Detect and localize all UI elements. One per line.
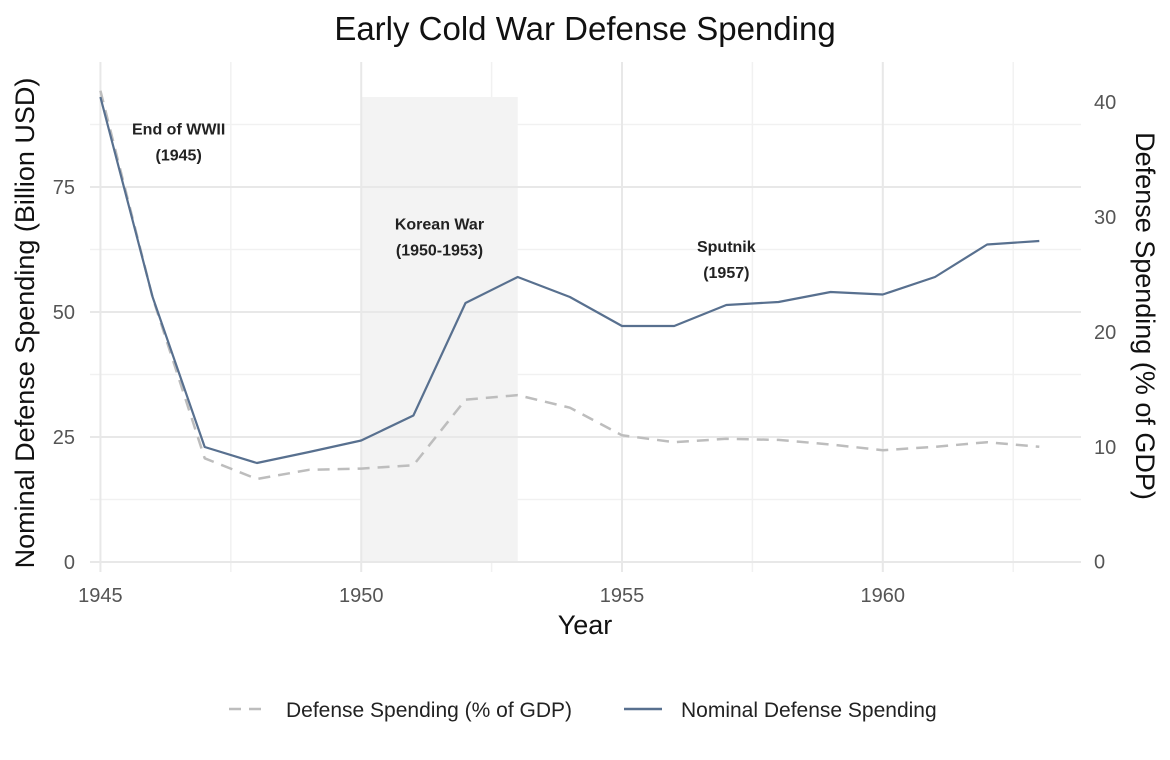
grid-major [90,62,1081,572]
y-left-tick-label: 50 [53,302,75,324]
y-left-tick-label: 75 [53,177,75,199]
annotation-line: Sputnik [697,239,756,256]
legend: Defense Spending (% of GDP) Nominal Defe… [229,699,937,722]
annotation-label: Sputnik (1957) [697,239,756,282]
y-right-tick-label: 0 [1094,552,1105,574]
annotation-line: End of WWII [132,122,225,139]
series-line-gdp-share [99,90,1040,481]
series-layer [99,90,1040,481]
annotation-label: Korean War (1950-1953) [395,217,484,260]
tick-labels: 1945 1950 1955 1960 0 25 50 75 0 10 20 30 40 [53,92,1117,607]
annotation-line: (1957) [703,265,749,282]
y-left-tick-label: 0 [64,552,75,574]
legend-label-nominal: Nominal Defense Spending [681,699,937,722]
x-axis-title: Year [558,610,613,640]
y-axis-right-title: Defense Spending (% of GDP) [1130,132,1160,500]
shaded-regions [361,97,518,562]
y-right-tick-label: 40 [1094,92,1116,114]
annotation-line: (1945) [156,148,202,165]
annotations: End of WWII (1945) Korean War (1950-1953) Sp… [132,122,756,283]
y-right-tick-label: 10 [1094,437,1116,459]
x-tick-label: 1960 [861,585,906,607]
y-right-tick-label: 20 [1094,322,1116,344]
x-tick-label: 1950 [339,585,384,607]
chart-title: Early Cold War Defense Spending [334,10,835,47]
x-tick-label: 1955 [600,585,645,607]
legend-label-gdp-share: Defense Spending (% of GDP) [286,699,572,722]
annotation-line: (1950-1953) [396,243,483,260]
y-right-tick-label: 30 [1094,207,1116,229]
grid-minor [90,62,1081,572]
series-line-nominal [99,96,1040,465]
x-tick-label: 1945 [78,585,123,607]
annotation-line: Korean War [395,217,484,234]
annotation-label: End of WWII (1945) [132,122,225,165]
y-axis-left-title: Nominal Defense Spending (Billion USD) [10,78,40,569]
shaded-region-korean-war [361,97,518,562]
y-left-tick-label: 25 [53,427,75,449]
